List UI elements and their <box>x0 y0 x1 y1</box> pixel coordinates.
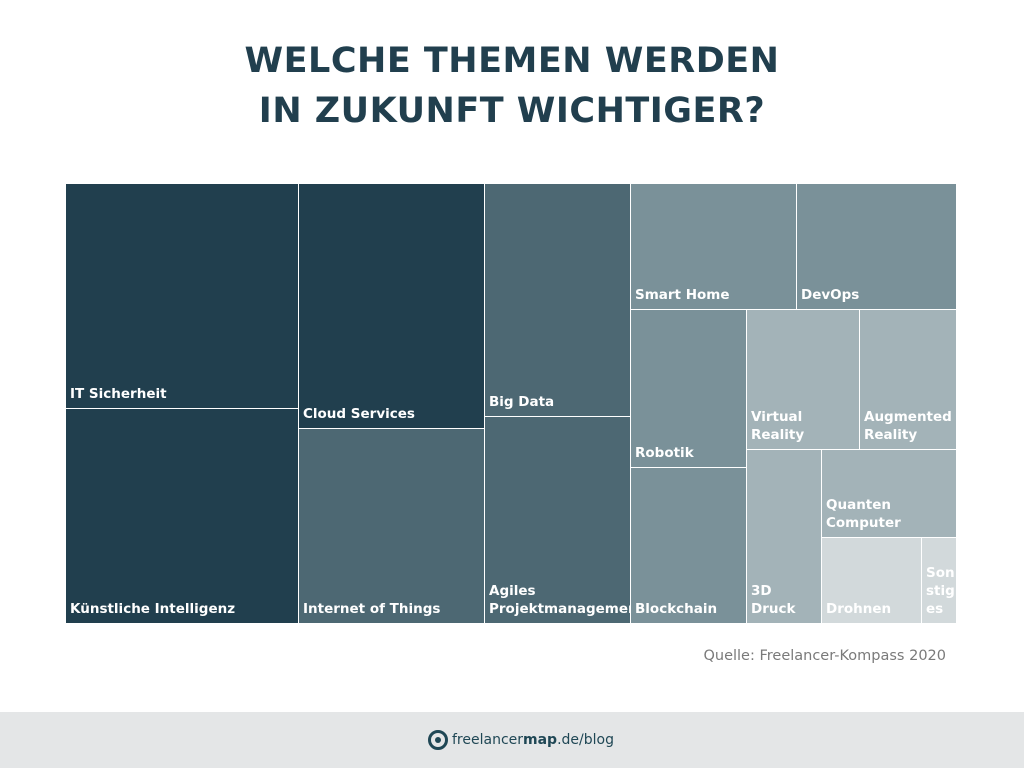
treemap-tile-label: Smart Home <box>635 287 730 303</box>
source-note: Quelle: Freelancer-Kompass 2020 <box>703 648 946 664</box>
treemap-tile: Cloud Services <box>299 184 485 429</box>
treemap-tile-label: Son stig es <box>926 565 955 617</box>
treemap-tile-label: Augmented Reality <box>864 409 952 443</box>
treemap-tile: Agiles Projektmanagement <box>485 417 645 624</box>
brand-text: freelancermap.de/blog <box>452 732 614 748</box>
treemap-tile-label: Virtual Reality <box>751 409 805 443</box>
treemap-tile: Robotik <box>631 310 747 468</box>
treemap-tile: Künstliche Intelligenz <box>66 409 299 624</box>
treemap-tile-label: Big Data <box>489 394 555 410</box>
treemap-tile: Internet of Things <box>299 429 485 624</box>
treemap-tile: 3D Druck <box>747 450 822 624</box>
treemap-tile: Drohnen <box>822 538 922 624</box>
treemap-tile: Virtual Reality <box>747 310 860 450</box>
treemap-tile-label: Robotik <box>635 445 694 461</box>
treemap-tile: IT Sicherheit <box>66 184 299 409</box>
treemap-tile: Quanten Computer <box>822 450 957 538</box>
treemap-tile: Blockchain <box>631 468 747 624</box>
treemap-tile-label: Drohnen <box>826 601 892 617</box>
brand-regular: freelancer <box>452 732 524 748</box>
treemap-tile: Augmented Reality <box>860 310 957 450</box>
treemap-tile-label: DevOps <box>801 287 860 303</box>
treemap-tile-label: Künstliche Intelligenz <box>70 601 236 617</box>
treemap-tile: DevOps <box>797 184 957 310</box>
treemap-tile-label: Blockchain <box>635 601 718 617</box>
treemap-tile: Son stig es <box>922 538 957 624</box>
treemap-tile-label: IT Sicherheit <box>70 386 167 402</box>
brand-suffix: .de/blog <box>557 732 614 748</box>
chart-title: WELCHE THEMEN WERDEN IN ZUKUNFT WICHTIGE… <box>0 36 1024 136</box>
treemap-tile-label: Cloud Services <box>303 406 415 422</box>
brand-bold: map <box>523 732 558 748</box>
brand-logo[interactable]: freelancermap.de/blog <box>428 727 614 753</box>
chart-title-line-1: WELCHE THEMEN WERDEN <box>244 41 780 81</box>
treemap: IT Sicherheit Künstliche Intelligenz Cloud… <box>66 184 957 624</box>
treemap-tile: Smart Home <box>631 184 797 310</box>
treemap-tile-label: Internet of Things <box>303 601 441 617</box>
footer-bar: freelancermap.de/blog <box>0 712 1024 768</box>
chart-title-line-2: IN ZUKUNFT WICHTIGER? <box>258 91 766 131</box>
treemap-tile-label: Quanten Computer <box>826 497 901 531</box>
treemap-tile-label: Agiles Projektmanagement <box>489 583 645 617</box>
freelancermap-logo-icon <box>428 730 448 750</box>
treemap-tile-label: 3D Druck <box>751 583 796 617</box>
treemap-tile: Big Data <box>485 184 631 417</box>
